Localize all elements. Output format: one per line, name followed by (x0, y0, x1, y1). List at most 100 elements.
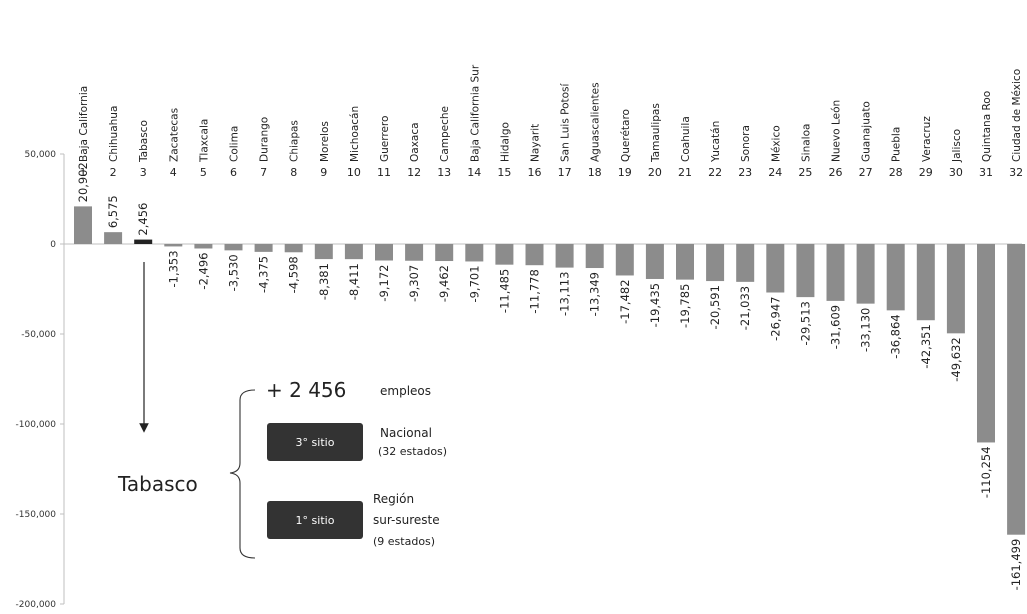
value-label: -9,462 (437, 265, 451, 302)
rank-label: 12 (407, 166, 421, 179)
bar (977, 244, 995, 443)
category-label: Oaxaca (409, 122, 421, 162)
bar (104, 232, 123, 244)
bar (375, 244, 393, 261)
bar (585, 244, 604, 269)
annotation-jobs-unit: empleos (380, 384, 431, 398)
bar (74, 206, 92, 244)
rank-label: 27 (859, 166, 873, 179)
value-label: -1,353 (166, 250, 180, 287)
rank-label: 1 (80, 166, 87, 179)
rank-label: 24 (768, 166, 782, 179)
bar (1007, 244, 1026, 535)
value-label: -31,609 (829, 305, 843, 349)
value-label: -33,130 (859, 308, 873, 352)
y-tick-label: -100,000 (16, 420, 57, 430)
category-label: Campeche (439, 106, 451, 162)
bar (916, 244, 935, 321)
bar (736, 244, 755, 282)
value-label: -13,113 (558, 272, 572, 316)
rank-label: 23 (738, 166, 752, 179)
bar (615, 244, 634, 276)
rank-label: 4 (170, 166, 177, 179)
value-label: -2,496 (196, 252, 210, 289)
regional-rank-subtitle: (9 estados) (373, 535, 435, 548)
bar (645, 244, 664, 279)
rank-label: 7 (260, 166, 267, 179)
rank-label: 31 (979, 166, 993, 179)
bar (826, 244, 845, 301)
rank-label: 10 (347, 166, 361, 179)
category-label: Aguascalientes (590, 82, 602, 162)
bar (435, 244, 454, 262)
rank-label: 29 (919, 166, 933, 179)
category-label: Nayarit (530, 124, 542, 162)
regional-rank-title-1: Región (373, 492, 414, 506)
rank-label: 2 (110, 166, 117, 179)
category-label: Sinaloa (800, 124, 812, 162)
rank-label: 3 (140, 166, 147, 179)
national-rank-badge (267, 423, 363, 461)
bar (796, 244, 815, 298)
category-label: Baja California Sur (469, 64, 481, 162)
national-rank-title: Nacional (380, 426, 432, 440)
bar (194, 244, 213, 249)
regional-rank-title-2: sur-sureste (373, 513, 440, 527)
category-label: Tlaxcala (198, 119, 210, 163)
y-tick-label: -150,000 (16, 510, 57, 520)
value-label: -8,381 (317, 263, 331, 300)
rank-label: 28 (889, 166, 903, 179)
value-label: -29,513 (798, 301, 812, 345)
bar (886, 244, 905, 311)
category-label: Hidalgo (499, 122, 511, 162)
value-label: -13,349 (588, 272, 602, 316)
category-label: Guanajuato (861, 101, 873, 162)
annotation-state-name: Tabasco (117, 472, 198, 496)
regional-rank-badge-text: 1° sitio (296, 514, 335, 527)
category-label: Veracruz (921, 116, 933, 162)
rank-label: 30 (949, 166, 963, 179)
national-rank-badge-text: 3° sitio (296, 436, 335, 449)
value-label: -49,632 (949, 337, 963, 381)
rank-label: 6 (230, 166, 237, 179)
rank-label: 25 (798, 166, 812, 179)
category-label: Yucatán (710, 121, 722, 163)
value-label: -26,947 (768, 297, 782, 341)
y-tick-label: -50,000 (21, 330, 56, 340)
category-label: Zacatecas (168, 108, 180, 162)
bar (314, 244, 333, 260)
category-label: Colima (229, 126, 241, 162)
rank-label: 11 (377, 166, 391, 179)
bar (254, 244, 273, 252)
bar (284, 244, 303, 253)
y-axis: 50,000 0 -50,000 -100,000 -150,000 -200,000 (16, 150, 1022, 610)
value-label: -8,411 (347, 263, 361, 300)
value-label: -19,435 (648, 283, 662, 327)
rank-label: 13 (437, 166, 451, 179)
value-label: -42,351 (919, 324, 933, 368)
value-label: -11,485 (497, 269, 511, 313)
value-label: 2,456 (136, 203, 150, 236)
value-label: -17,482 (618, 279, 632, 323)
category-labels: 1 Baja California 2 Chihuahua 3 Tabasco 4 Zacat… (78, 64, 1023, 179)
rank-label: 18 (588, 166, 602, 179)
rank-label: 22 (708, 166, 722, 179)
bar (766, 244, 785, 293)
category-label: Morelos (319, 121, 331, 162)
rank-label: 5 (200, 166, 207, 179)
value-label: 20,902 (76, 162, 90, 202)
category-label: Michoacán (349, 106, 361, 162)
bar (706, 244, 725, 282)
category-label: Chiapas (289, 120, 301, 162)
bar (164, 244, 183, 247)
bar (344, 244, 363, 260)
value-label: -9,172 (377, 265, 391, 302)
value-label: -161,499 (1009, 539, 1023, 591)
rank-label: 14 (467, 166, 481, 179)
category-label: México (770, 125, 782, 162)
category-label: Baja California (78, 86, 90, 162)
regional-rank-badge (267, 501, 363, 539)
bar (856, 244, 875, 304)
rank-label: 20 (648, 166, 662, 179)
